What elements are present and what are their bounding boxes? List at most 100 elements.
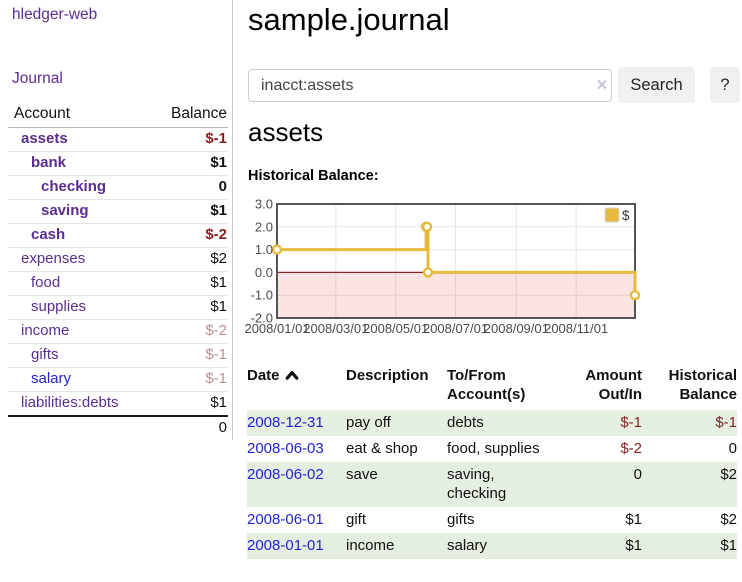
account-row: gifts $-1 [8, 343, 228, 368]
y-tick-label: 1.0 [255, 242, 273, 257]
column-header-description: Description [346, 367, 429, 384]
account-balance: $1 [153, 271, 228, 296]
transaction-date-link[interactable]: 2008-06-03 [247, 440, 324, 457]
register-body: 2008-12-31 pay off debts $-1 $-1 2008-06-03 ea… [247, 410, 737, 559]
data-point-marker [422, 267, 434, 278]
account-row: saving $1 [8, 199, 228, 224]
y-tick-label: 2.0 [255, 219, 273, 234]
account-balance: $1 [153, 199, 228, 224]
sidebar-account-link[interactable]: gifts [31, 346, 59, 363]
sidebar-account-link[interactable]: bank [31, 154, 67, 171]
app-logo-link[interactable]: hledger-web [12, 6, 98, 23]
accounts-total-balance: 0 [153, 415, 228, 440]
transaction-row: 2008-01-01 income salary $1 $1 [247, 533, 737, 559]
sidebar-account-link[interactable]: cash [31, 226, 66, 243]
account-row: expenses $2 [8, 247, 228, 272]
transaction-amount: $-1 [620, 414, 642, 431]
accounts-header-account: Account [8, 102, 154, 128]
transaction-amount: 0 [633, 466, 642, 483]
sidebar-account-link[interactable]: assets [21, 130, 68, 147]
transaction-description: income [346, 537, 395, 554]
transaction-balance: 0 [728, 440, 737, 457]
column-header-date[interactable]: Date [247, 362, 346, 410]
account-balance: $-1 [153, 343, 228, 368]
transaction-accounts: saving, checking [447, 466, 507, 502]
data-point-marker [629, 289, 641, 301]
transaction-accounts: gifts [447, 511, 475, 528]
transaction-date-link[interactable]: 2008-12-31 [247, 414, 324, 431]
clear-search-icon[interactable]: × [596, 75, 608, 96]
account-balance: $-2 [153, 223, 228, 248]
account-balance: 0 [153, 175, 228, 200]
historical-balance-chart[interactable]: $3.0 2.0 1.0 0.0 -1.0 -2.0 2008/01/01 2008/03/0… [244, 196, 730, 348]
y-tick-label: 0.0 [255, 265, 273, 280]
sort-ascending-icon [285, 371, 298, 380]
sidebar-account-link[interactable]: expenses [21, 250, 86, 267]
transaction-amount: $1 [625, 511, 642, 528]
transaction-row: 2008-12-31 pay off debts $-1 $-1 [247, 410, 737, 436]
transaction-date-link[interactable]: 2008-01-01 [247, 537, 324, 554]
search-button[interactable]: Search [618, 67, 695, 103]
transaction-description: eat & shop [346, 440, 418, 457]
transaction-date-link[interactable]: 2008-06-02 [247, 466, 324, 483]
sidebar-account-link[interactable]: liabilities:debts [21, 394, 119, 411]
accounts-total-row: 0 [8, 415, 228, 440]
sidebar-item-journal[interactable]: Journal [12, 70, 63, 87]
negative-region [277, 272, 635, 318]
sidebar-account-link[interactable]: income [21, 322, 70, 339]
transaction-description: gift [346, 511, 367, 528]
x-tick-label: 2008/01/01 [244, 321, 309, 336]
x-tick-label: 2008/03/01 [303, 321, 368, 336]
sidebar-account-link[interactable]: saving [41, 202, 89, 219]
column-header-amount: Amount Out/In [585, 367, 642, 403]
account-row: supplies $1 [8, 295, 228, 320]
account-row: liabilities:debts $1 [8, 391, 228, 417]
accounts-table: Account Balance assets $-1 bank $1 checking 0… [8, 102, 228, 440]
y-tick-label: -2.0 [251, 311, 273, 326]
legend-label: $ [622, 208, 630, 223]
column-header-balance: Historical Balance [668, 367, 737, 403]
search-input[interactable] [248, 69, 612, 102]
account-row: cash $-2 [8, 223, 228, 248]
sidebar-account-link[interactable]: checking [41, 178, 107, 195]
sidebar-account-link[interactable]: salary [31, 370, 72, 387]
transaction-balance: $1 [720, 537, 737, 554]
help-button[interactable]: ? [710, 67, 740, 103]
sidebar-account-link[interactable]: food [31, 274, 61, 291]
account-row: assets $-1 [8, 127, 228, 152]
x-tick-label: 2008/09/01 [484, 321, 549, 336]
x-tick-label: 2008/07/01 [423, 321, 488, 336]
y-tick-label: -1.0 [251, 288, 273, 303]
transaction-accounts: debts [447, 414, 484, 431]
sidebar-account-link[interactable]: supplies [31, 298, 87, 315]
transaction-accounts: salary [447, 537, 488, 554]
account-balance: $-2 [153, 319, 228, 344]
transaction-date-link[interactable]: 2008-06-01 [247, 511, 324, 528]
account-balance: $2 [153, 247, 228, 272]
account-row: food $1 [8, 271, 228, 296]
x-tick-label: 2008/05/01 [363, 321, 428, 336]
transaction-accounts: food, supplies [447, 440, 540, 457]
legend-swatch [604, 207, 620, 223]
plot-frame [276, 203, 636, 319]
main-panel: sample.journal × Search ? assets Histori… [233, 0, 742, 582]
transaction-amount: $-2 [620, 440, 642, 457]
chart-title: Historical Balance: [248, 168, 379, 184]
transaction-balance: $2 [720, 466, 737, 483]
data-point-marker [421, 221, 433, 232]
transaction-row: 2008-06-01 gift gifts $1 $2 [247, 507, 737, 533]
transaction-description: pay off [346, 414, 391, 431]
y-tick-label: 3.0 [255, 197, 273, 212]
accounts-header-balance: Balance [153, 102, 228, 128]
account-row: income $-2 [8, 319, 228, 344]
transaction-description: save [346, 466, 378, 483]
account-balance: $-1 [153, 127, 228, 152]
account-balance: $1 [153, 295, 228, 320]
transaction-balance: $-1 [715, 414, 737, 431]
data-point-marker [271, 244, 283, 255]
x-tick-label: 2008/11/01 [544, 321, 608, 336]
account-row: salary $-1 [8, 367, 228, 392]
transaction-row: 2008-06-03 eat & shop food, supplies $-2 0 [247, 436, 737, 462]
register-table: Date Description To/From Account(s) Amou… [247, 362, 737, 559]
